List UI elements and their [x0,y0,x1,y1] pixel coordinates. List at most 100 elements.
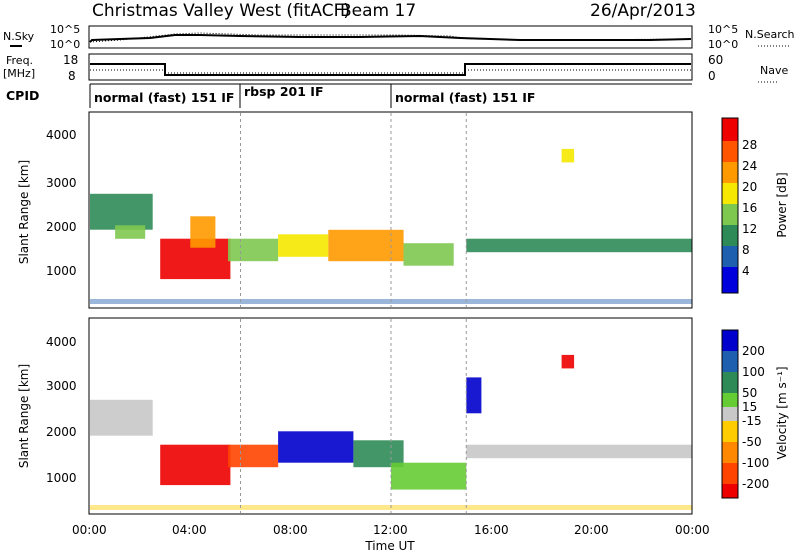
power-data-layer [90,113,693,307]
velocity-cbar-seg [722,393,738,407]
power-cbar-seg [722,204,738,225]
x-axis-label: Time UT [364,539,415,553]
velocity-ylabel: Slant Range [km] [17,364,31,468]
x-tick-label: 16:00 [474,523,509,537]
power-panel [88,111,693,309]
velocity-cbar-seg [722,351,738,372]
velocity-cbar-seg [722,421,738,442]
velocity-panel [88,317,693,515]
freq-label-line2: [MHz] [3,67,35,80]
power-band [403,243,454,266]
velocity-band [160,444,231,486]
velocity-cbar-tick: 100 [742,365,765,379]
x-tick-label: 20:00 [574,523,609,537]
velocity-band [561,354,575,369]
velocity-cbar-seg [722,463,738,484]
velocity-cbar-tick: -15 [742,414,762,428]
beam-label: Beam 17 [340,1,416,21]
power-cbar-seg [722,267,738,293]
nave-line [90,69,691,74]
velocity-cbar-tick: 200 [742,344,765,358]
cpid-mode-label: normal (fast) 151 IF [94,90,234,105]
power-band [466,238,693,253]
velocity-cbar-tick: -50 [742,435,762,449]
power-cbar-seg [722,183,738,204]
nave-tick-top: 60 [708,53,723,67]
nave-tick-bottom: 0 [708,69,716,83]
velocity-band [278,431,354,463]
velocity-data-layer [90,319,693,513]
velocity-cbar-label: Velocity [m s⁻¹] [775,366,789,459]
station-title: Christmas Valley West (fitACF) [92,1,350,21]
power-cbar-seg [722,118,738,141]
velocity-ytick: 2000 [46,425,77,439]
velocity-band [228,444,279,468]
noise-sky-line [89,34,692,43]
x-tick-label: 04:00 [172,523,207,537]
power-ytick: 1000 [46,264,77,278]
date-label: 26/Apr/2013 [590,1,696,21]
nsky-label: N.Sky [3,30,35,43]
power-cbar-tick: 28 [742,138,757,152]
power-cbar-seg [722,246,738,267]
x-tick-label: 00:00 [72,523,107,537]
cpid-mode-label: rbsp 201 IF [244,84,324,99]
power-band [190,216,216,248]
velocity-cbar-seg [722,442,738,463]
velocity-cbar-seg [722,407,738,421]
nave-label: Nave [760,64,788,77]
velocity-colorbar: 200 100 50 15 -15 -50 -100 -200 Velocity… [721,329,789,499]
power-colorbar: 28 24 20 16 12 8 4 Power [dB] [721,117,789,294]
cpid-mode-label: normal (fast) 151 IF [395,90,535,105]
velocity-cbar-frame [721,329,739,499]
velocity-cbar-seg [722,372,738,393]
nsearch-tick-bottom: 10^0 [708,38,738,51]
freq-label-line1: Freq. [6,54,33,67]
power-cbar-seg [722,141,738,162]
nsky-tick-top: 10^5 [50,23,80,36]
nsearch-label: N.Search [745,28,795,41]
power-band [228,238,279,262]
power-cbar-tick: 24 [742,159,757,173]
power-cbar-tick: 4 [742,264,750,278]
nsky-tick-bottom: 10^0 [50,38,80,51]
power-band [115,225,146,239]
power-band [561,148,575,163]
velocity-cbar-tick: 15 [742,400,757,414]
power-ytick: 2000 [46,220,77,234]
nsearch-tick-top: 10^5 [708,23,738,36]
power-cbar-seg [722,225,738,246]
velocity-band [466,377,482,414]
power-cbar-label: Power [dB] [775,172,789,237]
power-cbar-frame [721,117,739,294]
velocity-cbar-tick: 50 [742,386,757,400]
power-ylabel: Slant Range [km] [17,160,31,264]
velocity-band [90,399,153,436]
power-panel-border [88,111,693,309]
power-cbar-tick: 12 [742,222,757,236]
freq-panel [88,53,693,81]
x-tick-label: 08:00 [273,523,308,537]
x-tick-label: 00:00 [675,523,710,537]
power-band [328,229,404,262]
power-ytick: 3000 [46,176,77,190]
freq-tick-bottom: 8 [68,69,76,83]
power-band [90,193,153,230]
freq-line [90,63,691,76]
power-ytick: 4000 [46,128,77,142]
power-band [278,234,329,257]
freq-tick-top: 18 [63,53,78,67]
velocity-cbar-tick: -100 [742,456,769,470]
noise-search-line [89,32,692,43]
power-cbar-tick: 20 [742,180,757,194]
velocity-cbar-seg [722,484,738,498]
power-cbar-tick: 16 [742,201,757,215]
power-cbar-tick: 8 [742,243,750,257]
velocity-cbar-seg [722,330,738,351]
velocity-cbar-tick: -200 [742,477,769,491]
cpid-label: CPID [6,88,39,103]
velocity-ytick: 1000 [46,471,77,485]
noise-panel [88,25,693,49]
velocity-band [466,444,693,459]
